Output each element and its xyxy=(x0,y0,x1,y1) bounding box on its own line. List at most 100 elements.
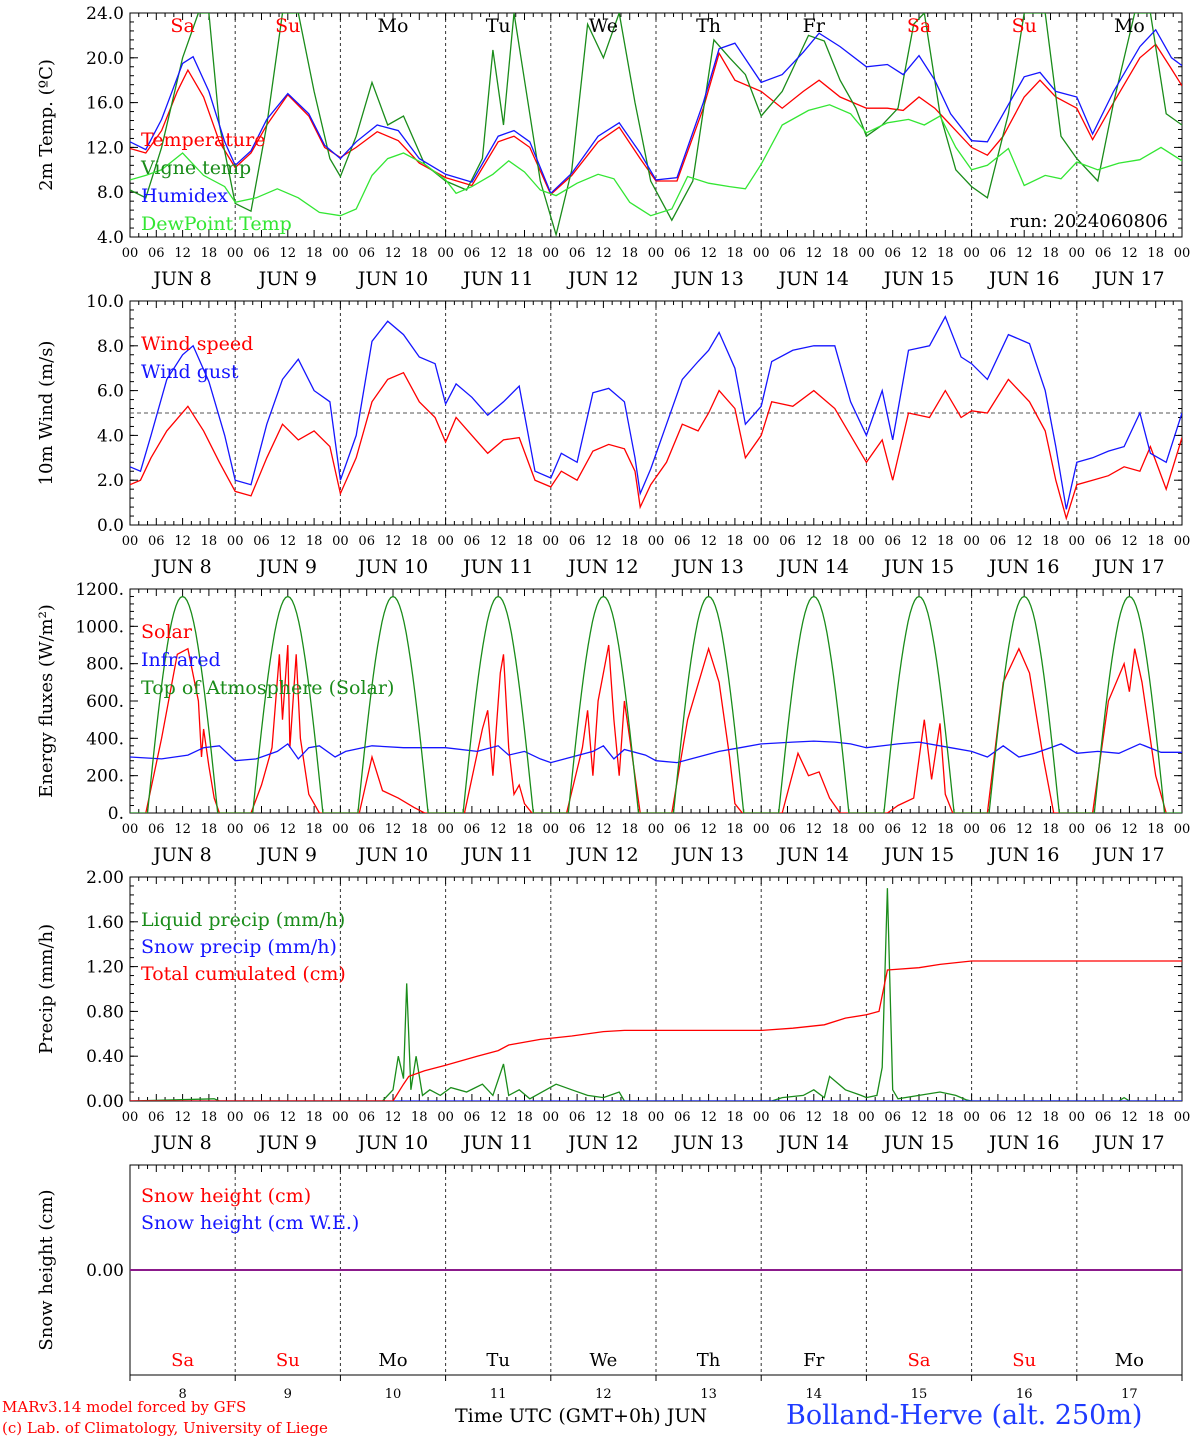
y-tick-label: 0.40 xyxy=(86,1047,124,1067)
date-label: JUN 9 xyxy=(257,1132,317,1154)
weekday-label: Th xyxy=(697,1350,721,1371)
hour-tick-label: 00 xyxy=(543,534,560,549)
hour-tick-label: 00 xyxy=(437,246,454,261)
hour-tick-label: 12 xyxy=(385,1110,402,1125)
hour-tick-label: 12 xyxy=(280,534,297,549)
hour-tick-label: 18 xyxy=(306,1110,323,1125)
hour-tick-label: 18 xyxy=(621,534,638,549)
hour-tick-label: 00 xyxy=(753,246,770,261)
hour-tick-label: 18 xyxy=(411,1110,428,1125)
day-number-label: 16 xyxy=(1016,1387,1033,1402)
hour-tick-label: 00 xyxy=(753,1110,770,1125)
y-tick-label: 2.0 xyxy=(97,471,124,491)
model-credit: MARv3.14 model forced by GFS xyxy=(2,1398,247,1416)
hour-tick-label: 18 xyxy=(937,246,954,261)
y-tick-label: 0.00 xyxy=(86,1261,124,1281)
y-tick-label: 16.0 xyxy=(86,94,124,114)
date-label: JUN 17 xyxy=(1092,844,1164,866)
legend-entry: Infrared xyxy=(141,649,221,671)
hour-tick-label: 06 xyxy=(674,1110,691,1125)
hour-tick-label: 12 xyxy=(174,534,191,549)
hour-tick-label: 06 xyxy=(884,822,901,837)
weekday-label: Sa xyxy=(171,1350,194,1371)
hour-tick-label: 00 xyxy=(858,822,875,837)
hour-tick-label: 00 xyxy=(227,822,244,837)
date-label: JUN 17 xyxy=(1092,1132,1164,1154)
hour-tick-label: 06 xyxy=(674,534,691,549)
hour-tick-label: 12 xyxy=(174,246,191,261)
day-number-label: 15 xyxy=(911,1387,928,1402)
date-label: JUN 11 xyxy=(461,844,533,866)
hour-tick-label: 00 xyxy=(963,534,980,549)
hour-tick-label: 06 xyxy=(358,246,375,261)
hour-tick-label: 12 xyxy=(1121,822,1138,837)
hour-tick-label: 00 xyxy=(963,246,980,261)
hour-tick-label: 06 xyxy=(884,534,901,549)
weekday-label: Fr xyxy=(803,1350,824,1371)
day-number-label: 11 xyxy=(490,1387,507,1402)
hour-tick-label: 18 xyxy=(937,1110,954,1125)
hour-tick-label: 00 xyxy=(543,246,560,261)
hour-tick-label: 12 xyxy=(1016,1110,1033,1125)
hour-tick-label: 00 xyxy=(332,534,349,549)
hour-tick-label: 06 xyxy=(358,1110,375,1125)
legend-entry: Humidex xyxy=(141,185,228,207)
hour-tick-label: 12 xyxy=(595,246,612,261)
series-temperature xyxy=(130,43,1182,196)
hour-tick-label: 18 xyxy=(1147,822,1164,837)
run-label: run: 2024060806 xyxy=(1010,211,1168,232)
date-label: JUN 11 xyxy=(461,556,533,578)
y-tick-label: 10.0 xyxy=(86,292,124,312)
weekday-label: Sa xyxy=(170,15,194,37)
hour-tick-label: 06 xyxy=(464,1110,481,1125)
legend-entry: Snow height (cm) xyxy=(141,1185,311,1207)
y-tick-label: 400. xyxy=(86,729,124,749)
y-tick-label: 1000. xyxy=(75,617,124,637)
hour-tick-label: 00 xyxy=(437,1110,454,1125)
y-tick-label: 2.00 xyxy=(86,868,124,888)
y-tick-label: 1.60 xyxy=(86,913,124,933)
weekday-label: Mo xyxy=(378,15,409,37)
day-number-label: 14 xyxy=(806,1387,823,1402)
hour-tick-label: 00 xyxy=(122,534,139,549)
y-axis-label: 2m Temp. (ºC) xyxy=(36,59,57,191)
y-tick-label: 8.0 xyxy=(97,337,124,357)
hour-tick-label: 06 xyxy=(569,246,586,261)
y-tick-label: 6.0 xyxy=(97,382,124,402)
hour-tick-label: 06 xyxy=(674,822,691,837)
lab-credit: (c) Lab. of Climatology, University of L… xyxy=(2,1419,328,1437)
y-axis-label: 10m Wind (m/s) xyxy=(36,341,57,486)
date-label: JUN 17 xyxy=(1092,268,1164,290)
date-label: JUN 10 xyxy=(356,268,428,290)
hour-tick-label: 00 xyxy=(122,246,139,261)
panel-3 xyxy=(129,588,1183,814)
hour-tick-label: 00 xyxy=(648,1110,665,1125)
series-wind-gust xyxy=(130,315,1182,510)
x-axis-title: Time UTC (GMT+0h) JUN xyxy=(455,1405,707,1427)
hour-tick-label: 12 xyxy=(490,822,507,837)
hour-tick-label: 18 xyxy=(201,246,218,261)
weekday-label: Mo xyxy=(1114,15,1145,37)
hour-tick-label: 18 xyxy=(306,534,323,549)
hour-tick-label: 00 xyxy=(963,822,980,837)
panel-2 xyxy=(129,300,1183,526)
y-tick-label: 4.0 xyxy=(97,426,124,446)
hour-tick-label: 06 xyxy=(253,1110,270,1125)
hour-tick-label: 00 xyxy=(858,534,875,549)
hour-tick-label: 18 xyxy=(306,822,323,837)
hour-tick-label: 06 xyxy=(148,246,165,261)
hour-tick-label: 12 xyxy=(1121,534,1138,549)
hour-tick-label: 18 xyxy=(306,246,323,261)
hour-tick-label: 12 xyxy=(806,534,823,549)
date-label: JUN 13 xyxy=(671,556,743,578)
hour-tick-label: 00 xyxy=(753,534,770,549)
date-label: JUN 16 xyxy=(987,1132,1059,1154)
hour-tick-label: 18 xyxy=(1147,534,1164,549)
hour-tick-label: 00 xyxy=(227,1110,244,1125)
hour-tick-label: 06 xyxy=(779,246,796,261)
hour-tick-label: 18 xyxy=(727,822,744,837)
hour-tick-label: 06 xyxy=(990,246,1007,261)
hour-tick-label: 06 xyxy=(674,246,691,261)
hour-tick-label: 18 xyxy=(621,246,638,261)
